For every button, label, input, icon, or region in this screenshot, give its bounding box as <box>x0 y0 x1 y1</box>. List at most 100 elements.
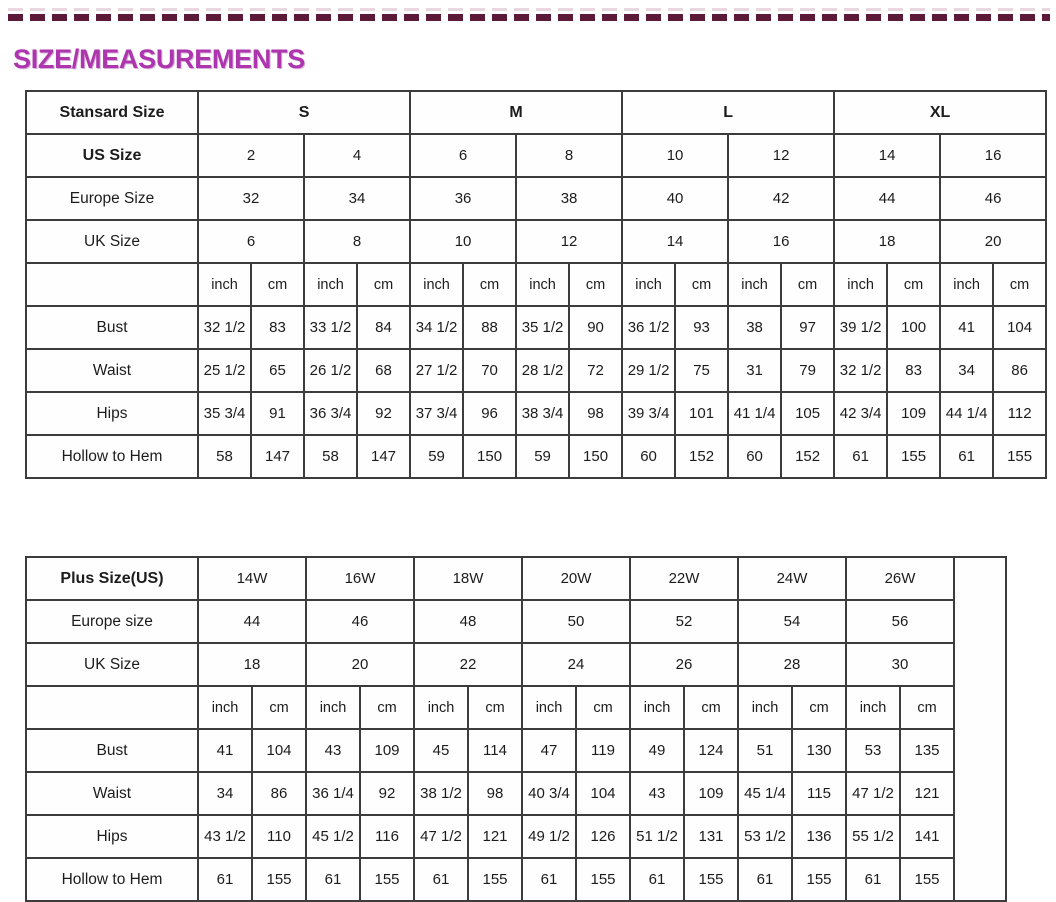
table-row-units: inch cm inch cm inch cm inch cm inch cm inch cm inch… <box>25 262 1048 307</box>
unit-header-inch: inch <box>629 685 685 730</box>
size-value: 14 <box>833 133 942 178</box>
table-row-plus-bust: Bust 41 104 43 109 45 114 47 119 49 124 51 130 53 135 <box>25 728 1006 773</box>
measure-cm: 155 <box>359 857 415 902</box>
unit-header-cm: cm <box>462 262 518 307</box>
size-value: 12 <box>727 133 836 178</box>
size-value: 38 <box>515 176 624 221</box>
measure-inch: 29 1/2 <box>621 348 677 393</box>
unit-header-inch: inch <box>845 685 901 730</box>
measure-cm: 96 <box>462 391 518 436</box>
row-label: Bust <box>25 305 199 350</box>
unit-header-inch: inch <box>621 262 677 307</box>
table-row-hips: Hips 35 3/4 91 36 3/4 92 37 3/4 96 38 3/4 98 39 3… <box>25 391 1048 436</box>
measure-cm: 112 <box>992 391 1048 436</box>
size-value: 4 <box>302 133 412 178</box>
page-title: SIZE/MEASUREMENTS <box>13 44 305 74</box>
measure-inch: 61 <box>521 857 577 902</box>
measure-cm: 70 <box>462 348 518 393</box>
unit-header-cm: cm <box>899 685 955 730</box>
size-value: 12 <box>515 219 624 264</box>
measure-inch: 43 <box>629 771 685 816</box>
measure-cm: 147 <box>355 434 412 479</box>
measure-cm: 104 <box>992 305 1048 350</box>
size-value: 8 <box>302 219 412 264</box>
measure-inch: 51 <box>737 728 793 773</box>
measure-cm: 130 <box>791 728 847 773</box>
plus-size-header: 18W <box>413 556 523 601</box>
size-value: 34 <box>302 176 412 221</box>
measure-inch: 40 3/4 <box>521 771 577 816</box>
plus-size-header: 22W <box>629 556 739 601</box>
measure-cm: 91 <box>250 391 305 436</box>
measure-inch: 39 3/4 <box>621 391 677 436</box>
measure-inch: 53 1/2 <box>737 814 793 859</box>
unit-header-inch: inch <box>303 262 358 307</box>
measure-inch: 61 <box>305 857 361 902</box>
size-value: 10 <box>621 133 730 178</box>
size-value: 40 <box>621 176 730 221</box>
size-value: 42 <box>727 176 836 221</box>
measure-inch: 61 <box>845 857 901 902</box>
plus-size-header: 16W <box>305 556 415 601</box>
measure-cm: 147 <box>250 434 305 479</box>
size-value: 8 <box>515 133 624 178</box>
table-row-us-size: US Size 2 4 6 8 10 12 14 16 <box>25 133 1048 178</box>
size-group-header: M <box>409 90 624 135</box>
measure-inch: 34 1/2 <box>409 305 465 350</box>
measure-inch: 47 <box>521 728 577 773</box>
unit-header-inch: inch <box>521 685 577 730</box>
measure-inch: 38 1/2 <box>413 771 469 816</box>
measure-cm: 109 <box>359 728 415 773</box>
row-label: Waist <box>25 348 199 393</box>
table-row-bust: Bust 32 1/2 83 33 1/2 84 34 1/2 88 35 1/2 90 36 1… <box>25 305 1048 350</box>
measure-cm: 98 <box>467 771 523 816</box>
size-value: 36 <box>409 176 518 221</box>
measure-inch: 27 1/2 <box>409 348 465 393</box>
table-row-plus-units: inch cm inch cm inch cm inch cm inch cm inch cm inch… <box>25 685 1006 730</box>
unit-header-cm: cm <box>355 262 412 307</box>
measure-inch: 45 1/4 <box>737 771 793 816</box>
unit-header-cm: cm <box>575 685 631 730</box>
measure-cm: 152 <box>674 434 730 479</box>
table-row-europe-size: Europe Size 32 34 36 38 40 42 44 46 <box>25 176 1048 221</box>
row-label: Hips <box>25 391 199 436</box>
measure-cm: 79 <box>780 348 836 393</box>
measure-inch: 35 1/2 <box>515 305 571 350</box>
measure-cm: 150 <box>462 434 518 479</box>
measure-cm: 110 <box>251 814 307 859</box>
measure-inch: 28 1/2 <box>515 348 571 393</box>
table-row-plus-header: Plus Size(US) 14W 16W 18W 20W 22W 24W 26W <box>25 556 1007 902</box>
table-row-plus-waist: Waist 34 86 36 1/4 92 38 1/2 98 40 3/4 104 43 109 4… <box>25 771 1006 816</box>
measure-cm: 109 <box>886 391 942 436</box>
measure-inch: 61 <box>939 434 995 479</box>
size-value: 50 <box>521 599 631 644</box>
size-value: 22 <box>413 642 523 687</box>
measure-inch: 37 3/4 <box>409 391 465 436</box>
measure-inch: 39 1/2 <box>833 305 889 350</box>
measure-inch: 41 1/4 <box>727 391 783 436</box>
measure-cm: 98 <box>568 391 624 436</box>
measure-inch: 36 3/4 <box>303 391 358 436</box>
row-label: Hollow to Hem <box>25 857 199 902</box>
measure-inch: 51 1/2 <box>629 814 685 859</box>
measure-inch: 38 3/4 <box>515 391 571 436</box>
unit-header-inch: inch <box>939 262 995 307</box>
measure-inch: 41 <box>939 305 995 350</box>
measure-cm: 75 <box>674 348 730 393</box>
size-group-header: L <box>621 90 836 135</box>
unit-header-inch: inch <box>515 262 571 307</box>
measure-cm: 84 <box>355 305 412 350</box>
unit-header-inch: inch <box>409 262 465 307</box>
measure-inch: 36 1/4 <box>305 771 361 816</box>
measure-cm: 92 <box>359 771 415 816</box>
size-value: 2 <box>197 133 305 178</box>
measure-inch: 60 <box>727 434 783 479</box>
row-label: US Size <box>25 133 199 178</box>
measure-cm: 121 <box>467 814 523 859</box>
unit-header-cm: cm <box>251 685 307 730</box>
measure-inch: 59 <box>409 434 465 479</box>
row-label: UK Size <box>25 642 199 687</box>
row-label: Hollow to Hem <box>25 434 199 479</box>
measure-inch: 43 1/2 <box>197 814 253 859</box>
measure-cm: 83 <box>250 305 305 350</box>
